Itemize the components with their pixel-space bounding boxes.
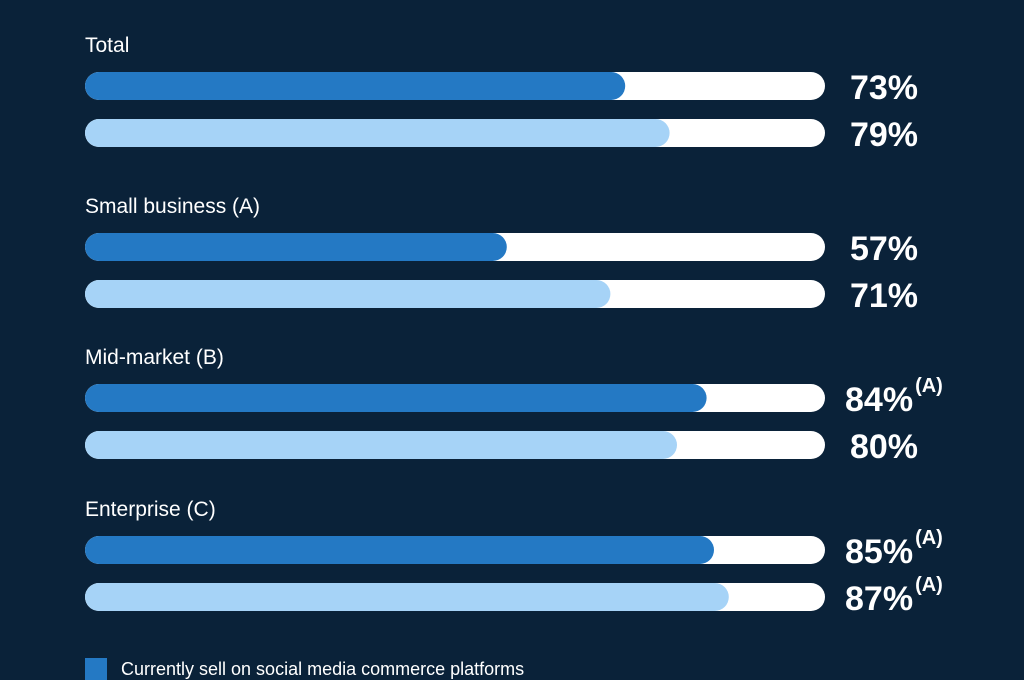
bar [85,384,707,412]
data-label: 80% [850,428,918,466]
data-label-superscript: (A) [915,574,943,596]
category-label: Small business (A) [85,195,260,218]
data-label-superscript: (A) [915,375,943,397]
data-label: 85% [845,533,913,571]
data-label: 79% [850,116,918,154]
data-label: 87% [845,580,913,618]
data-label: 73% [850,69,918,107]
category-label: Mid-market (B) [85,346,224,369]
data-label: 71% [850,277,918,315]
legend-swatch [85,658,107,680]
bar [85,233,507,261]
legend: Currently sell on social media commerce … [85,658,524,680]
bar [85,431,677,459]
category-label: Enterprise (C) [85,498,216,521]
data-label-superscript: (A) [915,527,943,549]
bar [85,280,611,308]
category-label: Total [85,34,129,57]
data-label: 84% [845,381,913,419]
bar [85,583,729,611]
data-label: 57% [850,230,918,268]
legend-label: Currently sell on social media commerce … [121,658,525,679]
bar [85,72,626,100]
bar [85,119,670,147]
bar [85,536,714,564]
